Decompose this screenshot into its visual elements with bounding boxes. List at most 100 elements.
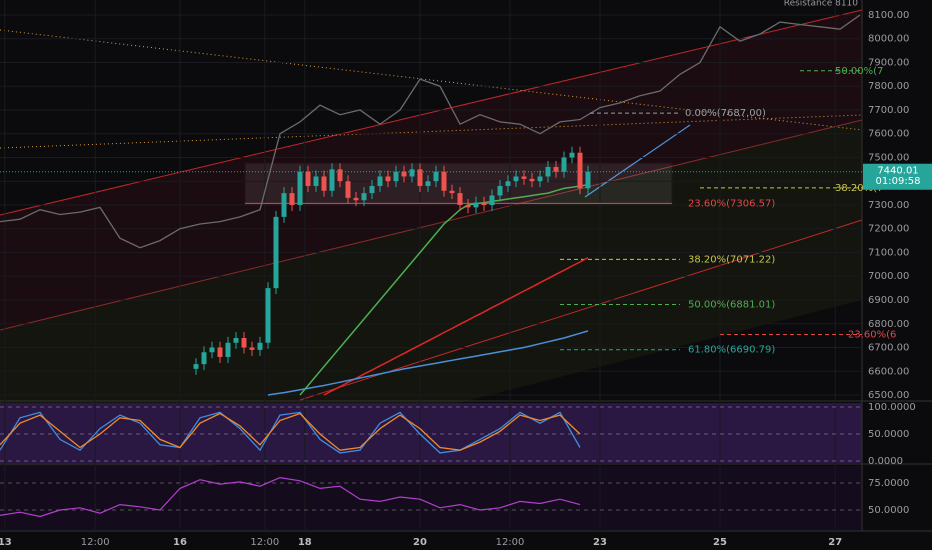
x-tick-label: 12:00 bbox=[250, 537, 279, 548]
fib-label: 23.60%(7306.57) bbox=[688, 198, 775, 209]
candle-body bbox=[321, 176, 327, 191]
candle-body bbox=[545, 166, 551, 177]
stoch-line bbox=[0, 411, 581, 454]
candle-body bbox=[345, 181, 351, 198]
candle-body bbox=[441, 171, 447, 191]
candle-body bbox=[465, 204, 471, 208]
y-tick-label: 100.0000 bbox=[868, 402, 916, 413]
rsi-panel bbox=[0, 466, 862, 530]
candle-body bbox=[425, 181, 431, 186]
candle-body bbox=[361, 193, 367, 201]
y-tick-label: 7100.00 bbox=[868, 247, 909, 258]
top-note: Resistance 8110 bbox=[784, 0, 859, 9]
rsi-line bbox=[0, 476, 581, 518]
moving-average bbox=[267, 330, 589, 396]
y-tick-label: 50.0000 bbox=[868, 505, 909, 516]
x-tick-label: 25 bbox=[713, 537, 727, 548]
stoch-panel bbox=[0, 403, 862, 463]
y-tick-label: 7500.00 bbox=[868, 152, 909, 163]
projection-line bbox=[584, 124, 691, 198]
x-tick-label: 12:00 bbox=[81, 537, 110, 548]
y-tick-label: 0.0000 bbox=[868, 456, 903, 467]
y-tick-label: 50.0000 bbox=[868, 429, 909, 440]
candle-body bbox=[473, 202, 479, 208]
channel-line bbox=[299, 219, 863, 401]
candle-body bbox=[313, 176, 319, 186]
candle-body bbox=[393, 171, 399, 182]
fib-label: 38.20%(7071.22) bbox=[688, 254, 775, 265]
y-tick-label: 6500.00 bbox=[868, 390, 909, 401]
candle-body bbox=[241, 338, 247, 348]
y-tick-label: 8100.00 bbox=[868, 10, 909, 21]
candle-body bbox=[249, 347, 255, 350]
countdown: 01:09:58 bbox=[876, 176, 921, 187]
candle-body bbox=[457, 193, 463, 205]
candle-body bbox=[289, 193, 295, 205]
candle-body bbox=[489, 195, 495, 205]
y-tick-label: 7900.00 bbox=[868, 57, 909, 68]
x-tick-label: 23 bbox=[593, 537, 607, 548]
moving-average bbox=[299, 184, 589, 396]
candle-body bbox=[201, 352, 207, 365]
fib-label: 23.60%(6 bbox=[848, 329, 896, 340]
candle-body bbox=[401, 171, 407, 177]
fib-label: 38.20%(7 bbox=[835, 183, 883, 194]
candle-body bbox=[329, 169, 335, 191]
candle-body bbox=[265, 288, 271, 343]
candle-body bbox=[505, 181, 511, 186]
fib-label: 0.00%(7687.00) bbox=[685, 108, 766, 119]
channel-band bbox=[0, 10, 862, 330]
x-tick-label: 13 bbox=[0, 537, 12, 548]
candle-body bbox=[433, 171, 439, 182]
y-tick-label: 7000.00 bbox=[868, 271, 909, 282]
candle-body bbox=[209, 347, 215, 353]
stoch-line bbox=[0, 412, 581, 451]
candle-body bbox=[497, 185, 503, 196]
candle-body bbox=[369, 185, 375, 194]
x-tick-label: 16 bbox=[173, 537, 187, 548]
candle-body bbox=[537, 176, 543, 182]
x-tick-label: 27 bbox=[828, 537, 842, 548]
candle-body bbox=[385, 176, 391, 182]
fib-label: 61.80%(6690.79) bbox=[688, 345, 775, 356]
candle-body bbox=[233, 338, 239, 343]
y-tick-label: 7200.00 bbox=[868, 224, 909, 235]
trend-line bbox=[0, 29, 863, 131]
y-tick-label: 7700.00 bbox=[868, 105, 909, 116]
y-tick-label: 6800.00 bbox=[868, 319, 909, 330]
y-tick-label: 6900.00 bbox=[868, 295, 909, 306]
fib-label: 50.00%(7 bbox=[835, 66, 883, 77]
candle-body bbox=[449, 190, 455, 194]
candle-body bbox=[281, 193, 287, 217]
last-price-label: 7440.01 bbox=[877, 166, 918, 177]
candle-body bbox=[481, 202, 487, 205]
candle-body bbox=[305, 171, 311, 186]
candle-body bbox=[529, 178, 535, 182]
fib-label: 50.00%(6881.01) bbox=[688, 300, 775, 311]
candle-body bbox=[225, 342, 231, 358]
overlay-line bbox=[0, 14, 861, 249]
candle-body bbox=[337, 169, 343, 182]
candle-body bbox=[569, 152, 575, 158]
candle-body bbox=[553, 166, 559, 172]
x-tick-label: 20 bbox=[413, 537, 427, 548]
y-tick-label: 6600.00 bbox=[868, 366, 909, 377]
y-tick-label: 8000.00 bbox=[868, 34, 909, 45]
candle-body bbox=[521, 176, 527, 179]
moving-average bbox=[323, 257, 589, 396]
candle-body bbox=[377, 176, 383, 186]
last-price-box bbox=[863, 163, 932, 190]
candle-body bbox=[585, 171, 591, 189]
candle-body bbox=[257, 342, 263, 350]
y-tick-label: 75.0000 bbox=[868, 478, 909, 489]
x-tick-label: 12:00 bbox=[496, 537, 525, 548]
candle-body bbox=[193, 364, 199, 369]
candle-body bbox=[297, 171, 303, 205]
candle-body bbox=[273, 216, 279, 289]
candle-body bbox=[417, 169, 423, 186]
candle-body bbox=[353, 197, 359, 201]
candle-body bbox=[577, 152, 583, 189]
y-tick-label: 7300.00 bbox=[868, 200, 909, 211]
y-tick-label: 6700.00 bbox=[868, 343, 909, 354]
